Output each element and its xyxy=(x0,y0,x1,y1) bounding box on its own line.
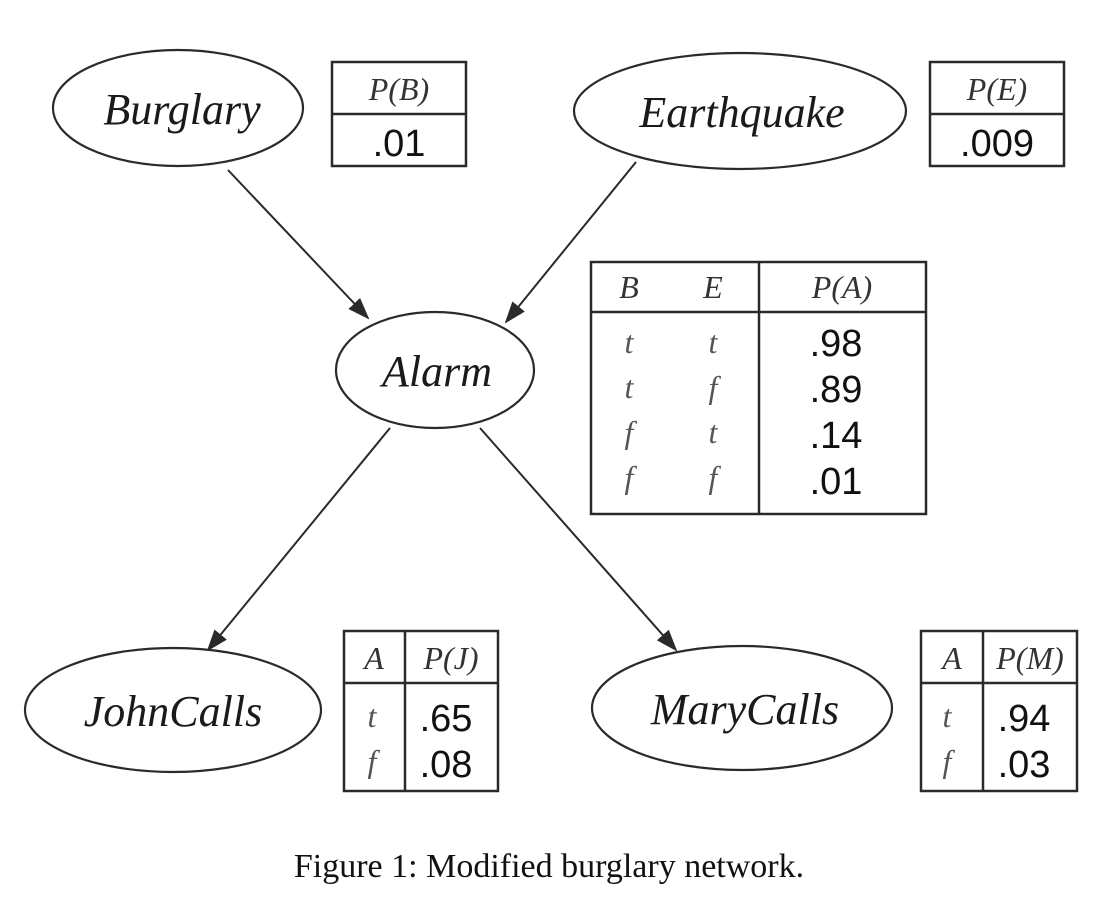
node-label: Alarm xyxy=(379,347,492,396)
cpt-marycalls: A P(M) t .94 f .03 xyxy=(919,629,1079,793)
node-johncalls: JohnCalls xyxy=(23,646,323,774)
cpt-value: .89 xyxy=(810,369,863,411)
cpt-cell: t xyxy=(943,698,953,734)
edges xyxy=(206,161,678,652)
cpt-cell: t xyxy=(709,324,719,360)
cpt-burglary: P(B) .01 xyxy=(330,60,468,168)
cpt-alarm: B E P(A) t t .98 t f .89 f t .14 f f .01 xyxy=(589,260,928,516)
cpt-header-pa: P(A) xyxy=(811,269,872,305)
cpt-value: .94 xyxy=(998,698,1051,740)
cpt-value: .03 xyxy=(998,744,1051,786)
cpt-header-pm: P(M) xyxy=(995,640,1064,676)
cpt-header-e: E xyxy=(702,269,723,305)
cpt-value: .65 xyxy=(420,698,473,740)
node-ellipse xyxy=(51,48,305,168)
node-label: JohnCalls xyxy=(84,687,262,736)
cpt-frame xyxy=(342,629,500,793)
edge-alarm-marycalls xyxy=(479,427,678,652)
node-label: MaryCalls xyxy=(650,685,839,734)
cpt-header: P(E) xyxy=(966,71,1027,107)
edge-earthquake-alarm xyxy=(504,161,637,324)
cpt-value: .01 xyxy=(810,461,863,503)
node-label: Earthquake xyxy=(638,88,844,137)
node-earthquake: Earthquake xyxy=(572,51,908,171)
node-ellipse xyxy=(23,646,323,774)
cpt-cell: t xyxy=(368,698,378,734)
cpt-cell: t xyxy=(709,414,719,450)
figure-caption: Figure 1: Modified burglary network. xyxy=(294,848,804,885)
edge-burglary-alarm xyxy=(227,169,370,320)
node-ellipse xyxy=(590,644,894,772)
cpt-header-b: B xyxy=(619,269,639,305)
cpt-cell: t xyxy=(625,369,635,405)
cpt-cell: t xyxy=(625,324,635,360)
cpt-header: P(B) xyxy=(368,71,429,107)
cpt-header-a: A xyxy=(362,640,384,676)
node-alarm: Alarm xyxy=(334,310,536,430)
cpt-value: .08 xyxy=(420,744,473,786)
cpt-value: .98 xyxy=(810,323,863,365)
cpt-header-a: A xyxy=(940,640,962,676)
edge-alarm-johncalls xyxy=(206,427,391,652)
cpt-value: .009 xyxy=(960,123,1034,165)
cpt-earthquake: P(E) .009 xyxy=(928,60,1066,168)
node-marycalls: MaryCalls xyxy=(590,644,894,772)
node-ellipse xyxy=(334,310,536,430)
cpt-value: .01 xyxy=(373,123,426,165)
cpt-johncalls: A P(J) t .65 f .08 xyxy=(342,629,500,793)
cpt-header-pj: P(J) xyxy=(422,640,478,676)
node-burglary: Burglary xyxy=(51,48,305,168)
node-label: Burglary xyxy=(103,85,261,134)
node-ellipse xyxy=(572,51,908,171)
cpt-frame xyxy=(919,629,1079,793)
cpt-value: .14 xyxy=(810,415,863,457)
